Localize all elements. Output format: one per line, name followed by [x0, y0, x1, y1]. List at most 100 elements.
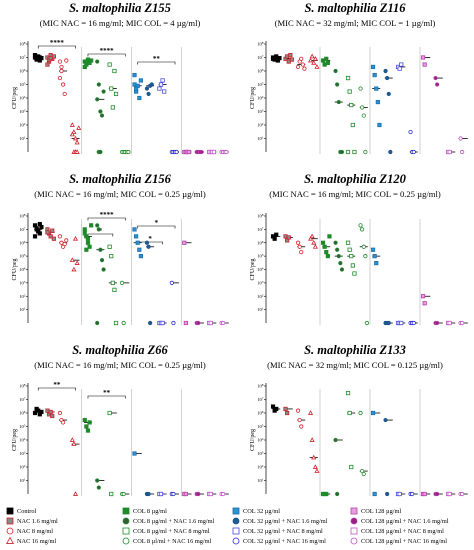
data-point [358, 223, 363, 228]
data-point [134, 234, 139, 239]
data-point [386, 320, 391, 326]
data-point [144, 240, 150, 245]
data-point [95, 478, 100, 483]
data-point [410, 491, 415, 497]
data-point [51, 236, 56, 241]
data-point [59, 68, 64, 74]
data-point [62, 241, 67, 247]
legend-label: COL 8 µg/ml + NAC 8 mg/ml [133, 528, 210, 535]
chart-subtitle: (MIC NAC = 16 mg/ml; MIC COL = 0.25 µg/m… [34, 360, 206, 370]
y-tick-label: 103 [257, 109, 264, 115]
y-tick-label: 107 [19, 226, 26, 232]
data-point [89, 223, 94, 228]
y-tick-label: 101 [19, 478, 26, 484]
data-point [109, 254, 114, 259]
y-tick-label: 105 [19, 82, 26, 88]
data-point [336, 99, 341, 105]
data-point [160, 320, 165, 326]
data-point [138, 254, 144, 259]
y-tick-label: 104 [19, 267, 26, 273]
data-point [64, 238, 69, 243]
data-point [82, 227, 87, 232]
data-point [388, 149, 393, 155]
data-point [82, 417, 87, 423]
y-tick-label: 101 [257, 478, 264, 484]
data-point [383, 417, 388, 423]
data-point [299, 424, 304, 429]
data-point [322, 244, 327, 249]
data-point [435, 320, 440, 326]
data-point [149, 82, 154, 87]
significance-bracket [137, 225, 176, 229]
chart-subtitle: (MIC NAC = 32 mg/ml; MIC COL = 0.125 µg/… [267, 360, 443, 370]
y-tick-label: 101 [19, 307, 26, 313]
data-point [377, 122, 382, 128]
y-tick-label: 103 [257, 451, 264, 457]
data-point [397, 66, 402, 71]
data-point [324, 491, 329, 497]
y-tick-label: 104 [257, 267, 264, 273]
data-point [370, 247, 376, 252]
significance-label: * [99, 227, 103, 235]
y-tick-label: 104 [257, 95, 264, 101]
data-point [339, 149, 345, 155]
y-tick-label: 108 [257, 383, 264, 389]
data-point [299, 56, 304, 61]
data-point [112, 68, 117, 74]
data-point [74, 139, 80, 145]
data-point [314, 468, 320, 473]
data-point [72, 135, 79, 141]
chart-title: S. maltophilia Z155 [69, 1, 171, 15]
data-point [363, 254, 368, 259]
data-point [57, 410, 62, 416]
data-point [433, 75, 438, 81]
data-point [87, 420, 92, 425]
data-point [224, 149, 229, 155]
y-tick-label: 103 [19, 109, 26, 115]
data-point [447, 320, 452, 326]
significance-label: * [148, 235, 152, 243]
data-point [134, 86, 139, 91]
data-point [460, 320, 465, 326]
data-point [302, 66, 307, 71]
data-point [325, 60, 330, 65]
y-tick-label: 107 [257, 397, 264, 403]
y-axis-label: CFU/peg [12, 429, 18, 451]
data-point [171, 491, 176, 497]
data-point [360, 105, 365, 110]
data-point [132, 451, 137, 456]
y-tick-label: 105 [19, 424, 26, 430]
data-point [283, 406, 288, 412]
data-point [345, 390, 351, 396]
data-point [169, 280, 174, 285]
data-point [397, 491, 402, 497]
data-point [84, 247, 89, 252]
data-point [360, 227, 365, 232]
chart-panel: S. maltophilia Z156 (MIC NAC = 16 mg/ml; … [12, 172, 229, 326]
legend-label: COL 32 µg/ml + NAC 8 mg/ml [243, 528, 323, 535]
data-point [98, 247, 103, 252]
data-point [372, 254, 377, 259]
data-point [338, 261, 343, 266]
data-point [45, 230, 50, 235]
legend-swatch [122, 517, 130, 525]
data-point [69, 437, 75, 442]
data-point [146, 91, 151, 97]
data-point [435, 82, 440, 87]
chart-title: S. maltophilia Z66 [72, 343, 168, 357]
data-point [39, 409, 44, 415]
data-point [60, 82, 66, 87]
y-tick-label: 108 [257, 41, 264, 47]
data-point [99, 258, 105, 263]
data-point [32, 234, 38, 239]
data-point [411, 149, 416, 155]
data-point [138, 78, 144, 83]
data-point [57, 234, 62, 239]
data-point [311, 454, 317, 460]
y-tick-label: 105 [257, 253, 264, 259]
data-point [363, 149, 368, 155]
data-point [48, 409, 53, 415]
y-tick-label: 103 [19, 451, 26, 457]
data-point [208, 320, 213, 326]
